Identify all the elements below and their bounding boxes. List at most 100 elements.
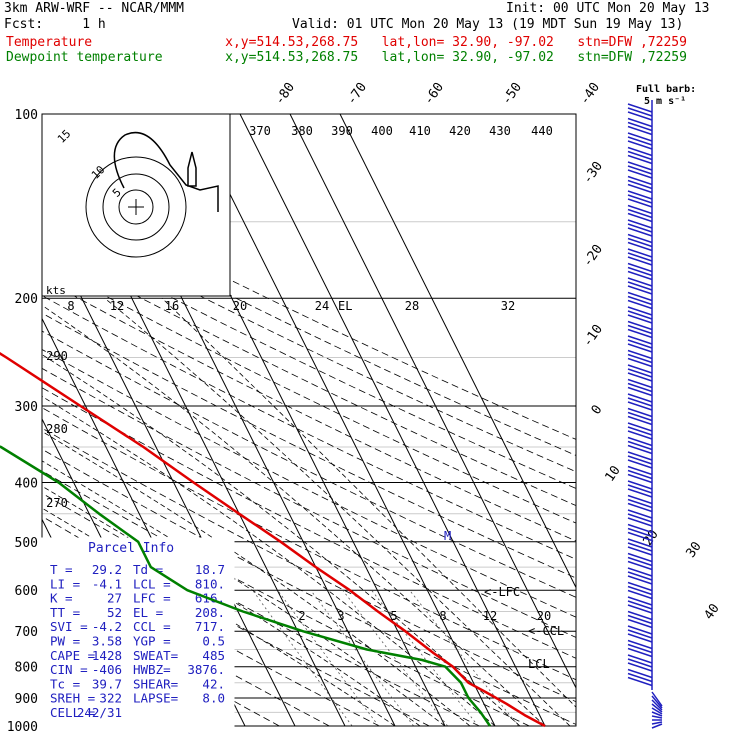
wind-barb-flag-4-2: [627, 169, 653, 179]
wind-barb-flag-0-0: [627, 103, 653, 113]
hodo-ring-10: [102, 173, 170, 241]
lfc-marker: <-LFC: [484, 585, 520, 599]
wind-barb-35: [627, 610, 653, 629]
wind-barb-flag-3-1: [627, 150, 653, 161]
barb-key-title: Full barb:: [636, 84, 696, 95]
wind-barb-36: [627, 625, 653, 643]
hodo-tick-24: 24: [315, 299, 329, 313]
wind-barb-flag-26-1: [627, 484, 653, 494]
wind-barb-flag-8-1: [627, 223, 653, 233]
wind-barb-lower-6: [651, 715, 663, 719]
wind-barb-flag-19-0: [627, 378, 653, 389]
parcel-cell-4-1: -4.2: [92, 619, 122, 634]
wind-barb-flag-23-1: [627, 440, 653, 451]
hodo-tick-20: 20: [233, 299, 247, 313]
wind-barb-flag-11-2: [627, 270, 653, 281]
theta-label-380: 380: [291, 124, 313, 138]
m-marker: M: [444, 529, 451, 543]
moist-adiabat-40: [161, 297, 576, 708]
hodograph-trace: [113, 131, 219, 212]
dry-adiabat-460: [42, 182, 576, 440]
wind-barb-flag-17-0: [627, 349, 653, 360]
parcel-cell-5-1: 3.58: [92, 634, 122, 649]
wind-barb-flag-29-1: [627, 527, 653, 538]
dry-adiabat-350: [42, 367, 576, 638]
wind-barb-0: [627, 103, 653, 121]
wind-barb-28: [627, 509, 653, 527]
wind-barb-32: [627, 567, 653, 585]
wind-barb-10: [627, 248, 653, 266]
wind-barb-flag-21-2: [627, 415, 653, 426]
parcel-cell-3-3: 208.: [195, 605, 225, 620]
parcel-cell-7-0: CIN =: [50, 662, 88, 677]
theta-label-390: 390: [331, 124, 353, 138]
isotherm-20: [189, 114, 496, 726]
dry-adiabat-420: [42, 244, 576, 507]
pressure-label-400: 400: [15, 476, 38, 491]
wind-barb-flag-39-2: [627, 676, 653, 687]
parcel-info-title: Parcel Info: [88, 541, 174, 556]
wind-barb-25: [627, 465, 653, 484]
wind-barb-flag-31-0: [627, 552, 653, 563]
theta-label-430: 430: [489, 124, 511, 138]
init-time: Init: 00 UTC Mon 20 May 13: [506, 1, 710, 16]
wind-barb-flag-16-1: [627, 339, 653, 349]
wind-barb-flag-28-1: [627, 513, 653, 523]
wind-barb-flag-4-0: [627, 161, 653, 171]
wind-barb-flag-23-0: [627, 436, 653, 447]
pressure-label-900: 900: [15, 692, 38, 707]
mixing-ratio-label-3: 3: [337, 609, 344, 623]
parcel-cell-5-0: PW =: [50, 634, 80, 649]
wind-barb-flag-38-0: [627, 654, 653, 664]
parcel-cell-7-3: 3876.: [187, 662, 225, 677]
wind-barb-3: [627, 146, 653, 165]
temperature-profile: [0, 352, 546, 728]
pressure-label-200: 200: [15, 292, 38, 307]
pressure-label-1000: 1000: [7, 720, 38, 735]
isotherm-label--70: -70: [344, 80, 370, 108]
wind-barb-flag-9-1: [627, 237, 653, 248]
wind-barb-flag-33-2: [627, 589, 653, 600]
moist-adiabat-30: [42, 304, 546, 726]
wind-barb-flag-35-1: [627, 614, 653, 625]
parcel-cell-9-1: 322: [99, 691, 122, 706]
wind-barb-17: [627, 349, 653, 368]
parcel-cell-4-3: 717.: [195, 619, 225, 634]
moist-adiabat-35: [104, 297, 571, 726]
hodo-ring-5: [118, 189, 154, 225]
parcel-cell-9-3: 8.0: [202, 691, 225, 706]
theta-label-280: 280: [46, 422, 68, 436]
parcel-cell-8-2: SHEAR=: [133, 676, 178, 691]
hodo-tick-32: 32: [501, 299, 515, 313]
parcel-cell-0-2: Td =: [133, 562, 163, 577]
pressure-label-500: 500: [15, 536, 38, 551]
wind-barb-flag-19-2: [627, 386, 653, 397]
moist-adiabat-5: [42, 485, 421, 726]
wind-barb-flag-22-0: [627, 422, 653, 432]
wind-barb-flag-12-1: [627, 281, 653, 291]
wind-barb-lower-2: [651, 699, 663, 711]
parcel-cell-1-1: -4.1: [92, 576, 122, 591]
valid-time: Valid: 01 UTC Mon 20 May 13 (19 MDT Sun …: [292, 17, 684, 32]
parcel-cell-7-1: -406: [92, 662, 122, 677]
wind-barb-lower-5: [651, 711, 663, 717]
wind-barb-38: [627, 654, 653, 672]
barb-key-value: 5 m s⁻¹: [644, 96, 686, 107]
wind-barb-flag-22-1: [627, 426, 653, 436]
wind-barb-30: [627, 538, 653, 556]
parcel-cell-2-2: LFC =: [133, 591, 171, 606]
wind-barb-flag-15-1: [627, 324, 653, 335]
wind-barb-26: [627, 480, 653, 498]
wind-barb-13: [627, 291, 653, 310]
wind-barb-14: [627, 306, 653, 324]
parcel-cell-6-0: CAPE =: [50, 648, 95, 663]
mixing-ratio-3: [277, 589, 379, 726]
dewpoint-profile: [0, 445, 492, 727]
wind-barb-flag-30-2: [627, 546, 653, 556]
wind-barb-5: [627, 175, 653, 194]
wind-barb-flag-11-1: [627, 266, 653, 277]
ccl-marker: <-CCL: [528, 624, 564, 638]
plot-frame: [41, 113, 577, 727]
isotherm-label-10: 10: [602, 463, 623, 484]
